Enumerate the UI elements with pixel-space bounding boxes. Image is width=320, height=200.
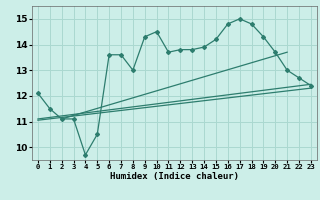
X-axis label: Humidex (Indice chaleur): Humidex (Indice chaleur) <box>110 172 239 181</box>
